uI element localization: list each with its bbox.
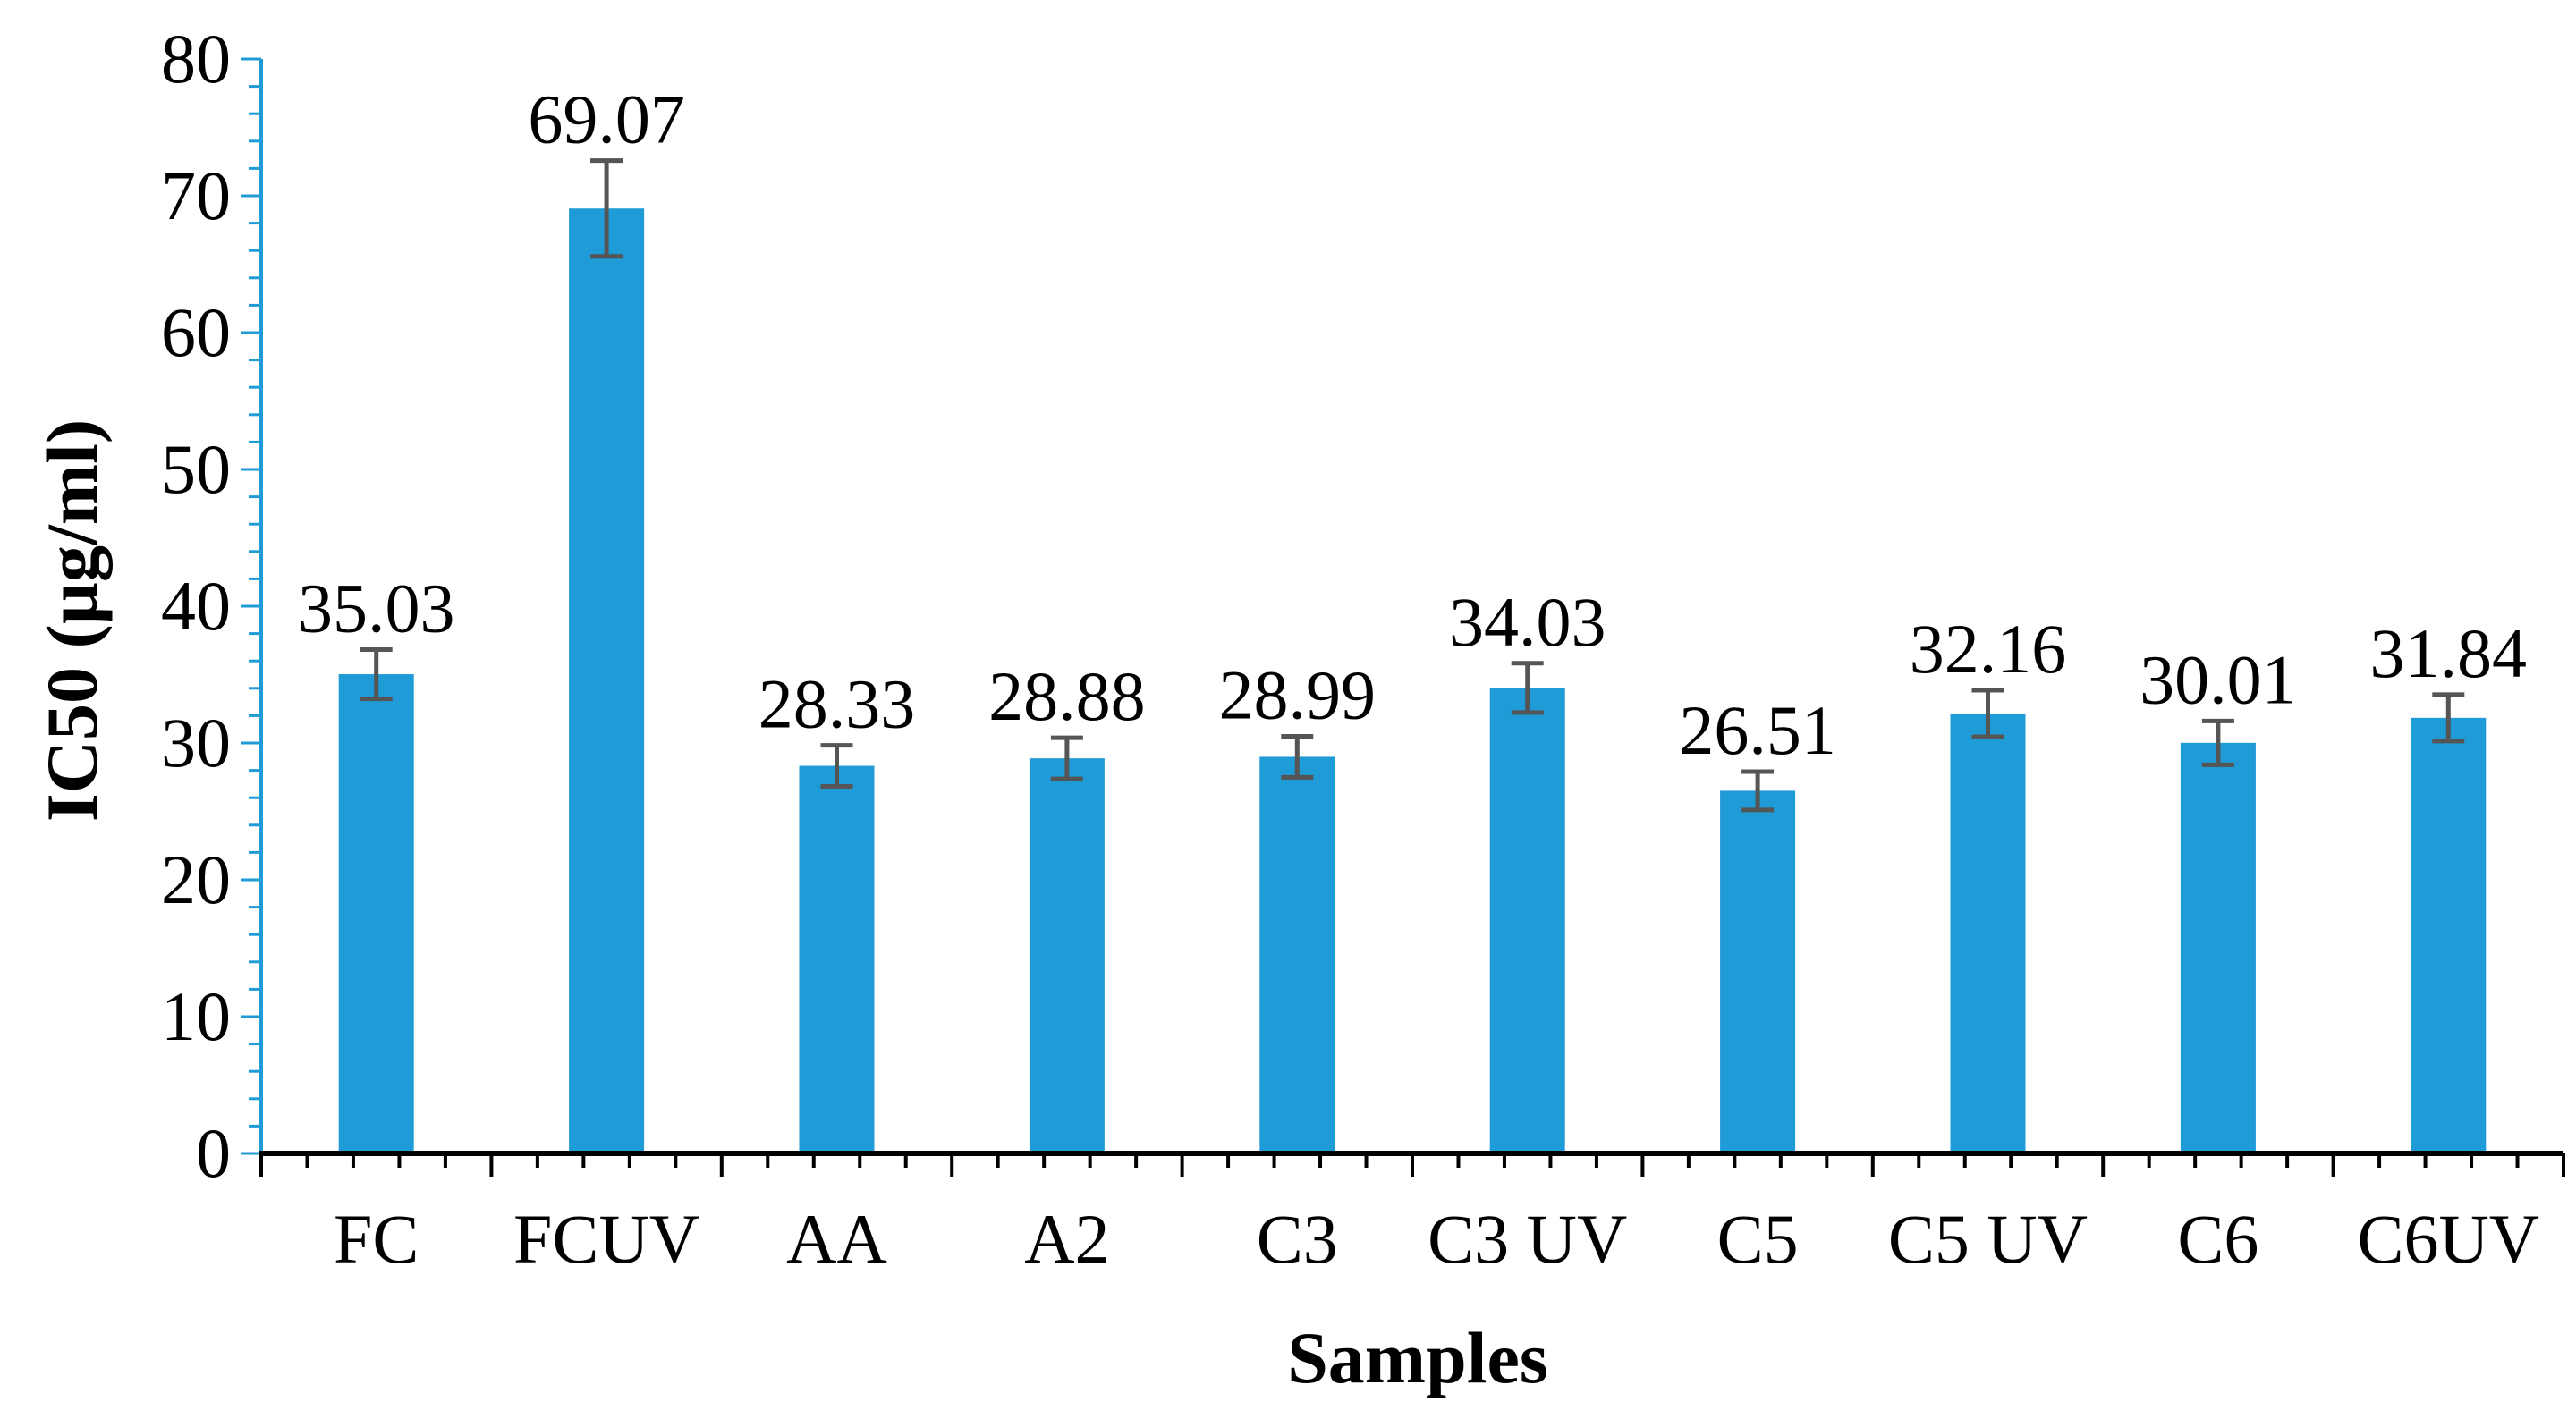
x-tick-label: C6 xyxy=(2177,1200,2258,1278)
data-label: 28.33 xyxy=(758,665,916,743)
bar-fc xyxy=(338,674,414,1153)
data-label: 69.07 xyxy=(528,80,685,158)
y-tick-label: 20 xyxy=(161,840,231,918)
bar-c3-uv xyxy=(1489,688,1565,1153)
data-label: 26.51 xyxy=(1679,691,1836,769)
x-tick-label: FC xyxy=(334,1200,419,1278)
x-tick-label: C3 xyxy=(1257,1200,1338,1278)
y-tick-label: 80 xyxy=(161,20,231,97)
bar-c5 xyxy=(1720,790,1796,1153)
bar-c5-uv xyxy=(1950,713,2026,1153)
x-tick-label: A2 xyxy=(1024,1200,1109,1278)
y-tick-label: 10 xyxy=(161,977,231,1055)
data-label: 31.84 xyxy=(2370,614,2528,692)
x-tick-label: C3 UV xyxy=(1428,1200,1627,1278)
bar-c6uv xyxy=(2411,717,2487,1153)
y-axis-title: IC50 (µg/ml) xyxy=(31,419,113,822)
data-label: 32.16 xyxy=(1910,610,2067,688)
y-tick-label: 0 xyxy=(196,1114,231,1192)
data-label: 28.99 xyxy=(1219,656,1377,734)
x-tick-label: C5 UV xyxy=(1888,1200,2088,1278)
data-label: 30.01 xyxy=(2140,640,2297,718)
x-tick-label: AA xyxy=(786,1200,887,1278)
y-tick-label: 30 xyxy=(161,704,231,781)
bar-c6 xyxy=(2180,742,2256,1153)
y-tick-label: 60 xyxy=(161,293,231,371)
x-axis-title: Samples xyxy=(1287,1317,1548,1398)
x-tick-label: FCUV xyxy=(513,1200,699,1278)
bar-aa xyxy=(799,765,875,1153)
data-label: 34.03 xyxy=(1449,583,1606,661)
bar-a2 xyxy=(1029,758,1105,1153)
data-label: 28.88 xyxy=(988,657,1146,735)
plot-area: 0 10 20 30 40 50 60 70 80 35.03 FC 69.07 FCUV 28.33 AA… xyxy=(161,20,2565,1278)
data-label: 35.03 xyxy=(298,570,455,647)
y-tick-label: 50 xyxy=(161,430,231,508)
x-tick-label: C6UV xyxy=(2357,1200,2539,1278)
x-tick-label: C5 xyxy=(1717,1200,1799,1278)
y-tick-label: 40 xyxy=(161,567,231,645)
y-tick-label: 70 xyxy=(161,156,231,234)
bar-fcuv xyxy=(569,208,645,1153)
bar-c3 xyxy=(1259,756,1335,1153)
